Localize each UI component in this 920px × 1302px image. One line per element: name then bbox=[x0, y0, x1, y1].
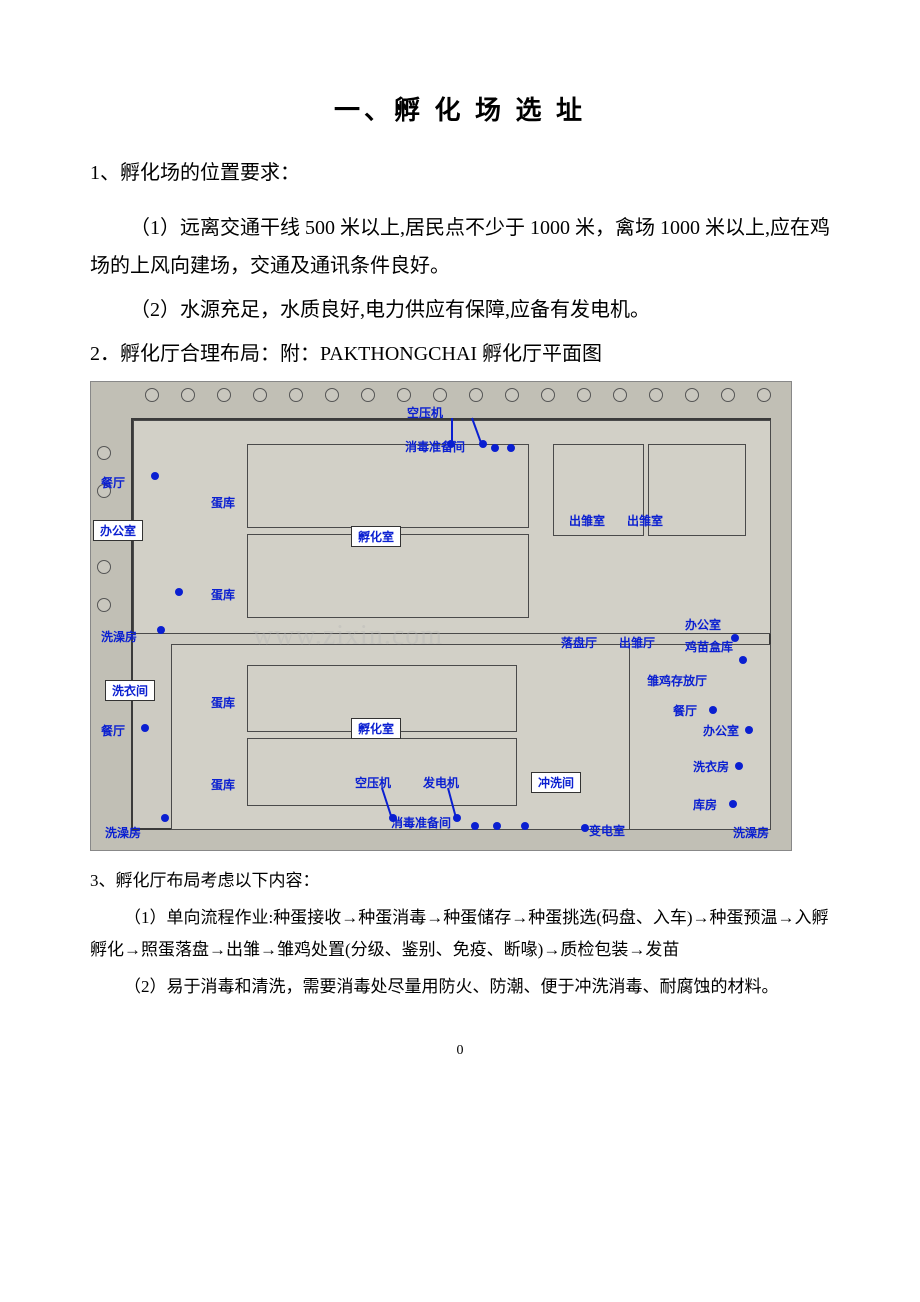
label-chongxi: 冲洗间 bbox=[531, 772, 581, 793]
label-fuhua-2: 孵化室 bbox=[351, 718, 401, 739]
dot-xiaodu-top-1 bbox=[491, 444, 499, 452]
floor-plan-diagram: www.zixin.com 空压机 消毒准备间 餐厅 办公室 蛋库 孵化室 出雏… bbox=[90, 381, 792, 851]
dot-xiaodu-b-1 bbox=[471, 822, 479, 830]
dot-canting-bl bbox=[141, 724, 149, 732]
dot-xizao-bl bbox=[161, 814, 169, 822]
dot-danku-2 bbox=[175, 588, 183, 596]
label-fadianji: 发电机 bbox=[423, 774, 459, 791]
dot-kongya-top-2 bbox=[479, 440, 487, 448]
page: 一、孵 化 场 选 址 1、孵化场的位置要求： （1）远离交通干线 500 米以… bbox=[0, 0, 920, 1099]
label-chuchu-1a: 出雏室 bbox=[569, 512, 605, 529]
label-xizao-br: 洗澡房 bbox=[733, 824, 769, 841]
label-canting-tl: 餐厅 bbox=[101, 474, 125, 491]
dot-xiaodu-b-2 bbox=[493, 822, 501, 830]
label-luopan: 落盘厅 bbox=[561, 634, 597, 651]
label-danku-1: 蛋库 bbox=[211, 494, 235, 511]
dot-canting-tl bbox=[151, 472, 159, 480]
incubator-rows-1 bbox=[247, 444, 529, 528]
label-kongya-top: 空压机 bbox=[407, 404, 443, 421]
label-xiaodu-b: 消毒准备间 bbox=[391, 814, 451, 831]
label-biandian: 变电室 bbox=[589, 822, 625, 839]
label-danku-3: 蛋库 bbox=[211, 694, 235, 711]
label-fuhua-1: 孵化室 bbox=[351, 526, 401, 547]
incubator-rows-4 bbox=[247, 738, 516, 805]
section-3-heading: 3、孵化厅布局考虑以下内容： bbox=[90, 865, 830, 896]
dot-xizao-l1 bbox=[157, 626, 165, 634]
label-bangong-r1: 办公室 bbox=[685, 616, 721, 633]
label-xiyi-r: 洗衣房 bbox=[693, 758, 729, 775]
section-1-heading: 1、孵化场的位置要求： bbox=[90, 157, 830, 189]
dot-xiyi-r bbox=[735, 762, 743, 770]
label-chuji: 雏鸡存放厅 bbox=[647, 672, 707, 689]
label-xizao-bl: 洗澡房 bbox=[105, 824, 141, 841]
page-number: 0 bbox=[90, 1043, 830, 1059]
label-kufang: 库房 bbox=[693, 796, 717, 813]
dot-jimiao bbox=[739, 656, 747, 664]
dot-fadianji bbox=[453, 814, 461, 822]
main-title: 一、孵 化 场 选 址 bbox=[90, 90, 830, 127]
section-1: 1、孵化场的位置要求： （1）远离交通干线 500 米以上,居民点不少于 100… bbox=[90, 157, 830, 329]
section-2-heading: 2．孵化厅合理布局：附：PAKTHONGCHAI 孵化厅平面图 bbox=[90, 335, 830, 373]
dot-canting-r bbox=[709, 706, 717, 714]
label-xiyi: 洗衣间 bbox=[105, 680, 155, 701]
section-1-p2: （2）水源充足，水质良好,电力供应有保障,应备有发电机。 bbox=[90, 291, 830, 329]
section-1-p1: （1）远离交通干线 500 米以上,居民点不少于 1000 米，禽场 1000 … bbox=[90, 209, 830, 285]
fan-row-top bbox=[145, 388, 771, 402]
label-canting-r: 餐厅 bbox=[673, 702, 697, 719]
section-3-p2: （2）易于消毒和清洗，需要消毒处尽量用防火、防潮、便于冲洗消毒、耐腐蚀的材料。 bbox=[90, 971, 830, 1002]
dot-biandian bbox=[581, 824, 589, 832]
label-chuchu-t: 出雏厅 bbox=[619, 634, 655, 651]
label-jimiao: 鸡苗盒库 bbox=[685, 638, 733, 655]
dot-xiaodu-b-3 bbox=[521, 822, 529, 830]
section-2: 2．孵化厅合理布局：附：PAKTHONGCHAI 孵化厅平面图 bbox=[90, 335, 830, 373]
label-chuchu-1b: 出雏室 bbox=[627, 512, 663, 529]
label-bangong-r2: 办公室 bbox=[703, 722, 739, 739]
section-3: 3、孵化厅布局考虑以下内容： （1）单向流程作业:种蛋接收→种蛋消毒→种蛋储存→… bbox=[90, 865, 830, 1003]
dot-xiaodu-top-2 bbox=[507, 444, 515, 452]
label-xiaodu-top: 消毒准备间 bbox=[405, 438, 465, 455]
plan-outline: www.zixin.com bbox=[131, 418, 771, 830]
label-danku-4: 蛋库 bbox=[211, 776, 235, 793]
dot-bangong-r2 bbox=[745, 726, 753, 734]
section-3-p1: （1）单向流程作业:种蛋接收→种蛋消毒→种蛋储存→种蛋挑选(码盘、入车)→种蛋预… bbox=[90, 902, 830, 965]
dot-kufang bbox=[729, 800, 737, 808]
label-kongya-b: 空压机 bbox=[355, 774, 391, 791]
label-xizao-l1: 洗澡房 bbox=[101, 628, 137, 645]
label-canting-bl: 餐厅 bbox=[101, 722, 125, 739]
label-bangong-left: 办公室 bbox=[93, 520, 143, 541]
label-danku-2: 蛋库 bbox=[211, 586, 235, 603]
